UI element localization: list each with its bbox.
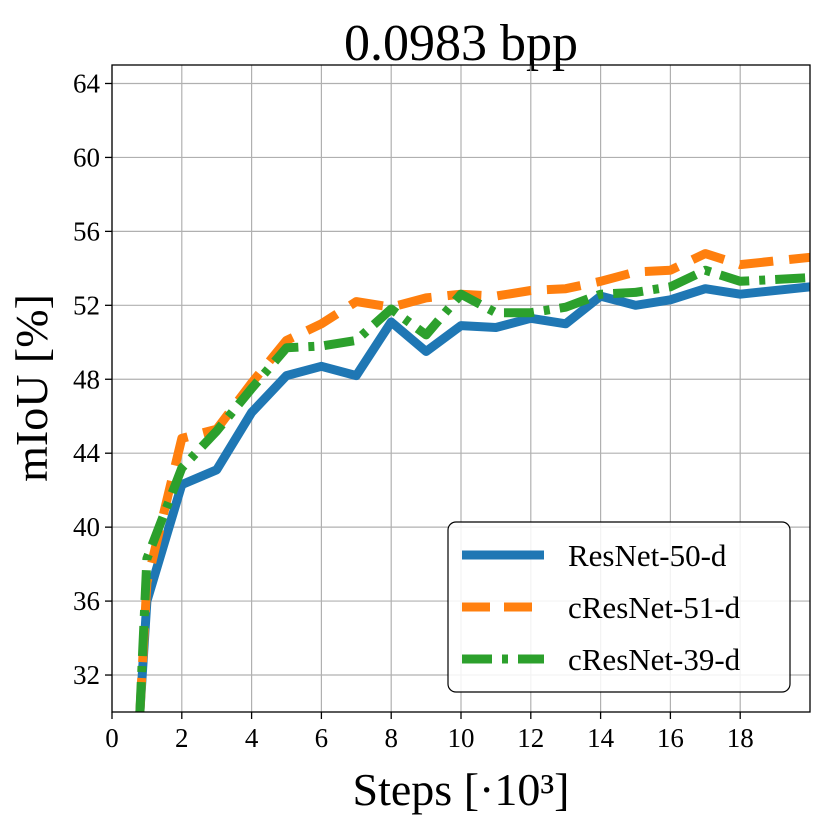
series-line-cresnet-51-d (135, 249, 810, 712)
y-tick-label: 40 (73, 512, 100, 542)
legend-label: cResNet-51-d (568, 590, 741, 625)
x-tick-label: 6 (315, 723, 329, 753)
x-tick-label: 18 (727, 723, 754, 753)
y-tick-label: 52 (73, 290, 100, 320)
legend-label: cResNet-39-d (568, 642, 741, 677)
x-tick-label: 16 (657, 723, 684, 753)
x-axis-label: Steps [·10³] (353, 764, 570, 815)
x-tick-label: 0 (105, 723, 119, 753)
y-tick-label: 64 (73, 68, 101, 98)
legend-frame (447, 521, 791, 693)
x-tick-label: 10 (448, 723, 475, 753)
x-tick-label: 2 (175, 723, 189, 753)
y-tick-label: 60 (73, 142, 100, 172)
axis-ticks: 0 2 4 6 8 10 12 14 16 18 32 36 40 44 48 52 56 60 64 (73, 68, 754, 753)
legend-label: ResNet-50-d (568, 538, 727, 573)
chart-title: 0.0983 bpp (344, 15, 578, 72)
y-axis-label: mIoU [%] (6, 294, 57, 482)
y-tick-label: 48 (73, 364, 100, 394)
x-tick-label: 4 (245, 723, 259, 753)
x-tick-label: 8 (384, 723, 398, 753)
y-tick-label: 36 (73, 586, 100, 616)
y-tick-label: 44 (73, 438, 101, 468)
legend: ResNet-50-d cResNet-51-d cResNet-39-d (447, 521, 791, 693)
x-tick-label: 12 (517, 723, 544, 753)
x-tick-label: 14 (587, 723, 615, 753)
y-tick-label: 32 (73, 660, 100, 690)
y-tick-label: 56 (73, 216, 100, 246)
series-line-resnet-50-d (135, 282, 810, 712)
